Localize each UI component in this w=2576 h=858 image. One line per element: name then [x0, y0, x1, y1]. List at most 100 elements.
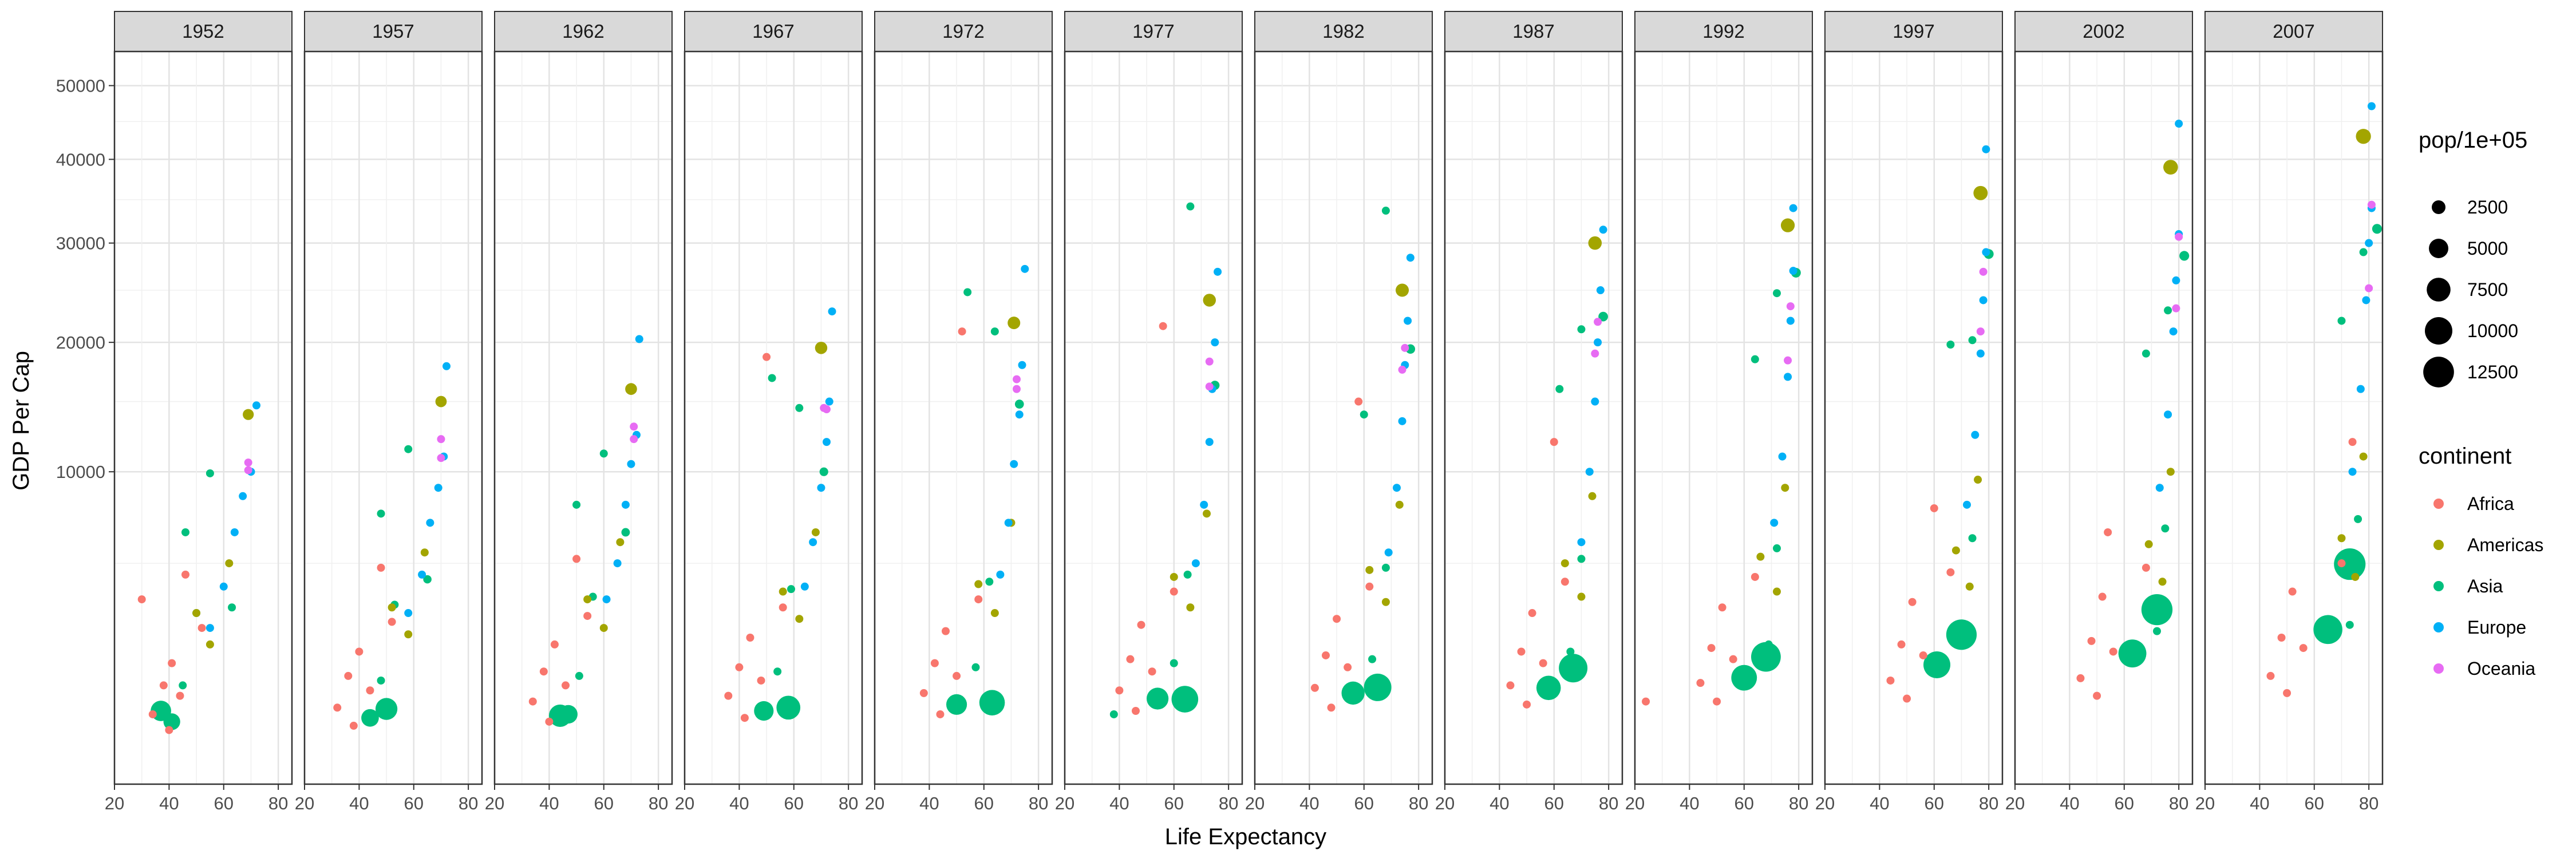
- point-americas: [2144, 540, 2153, 548]
- point-asia: [2354, 515, 2362, 523]
- x-tick-label: 60: [2305, 793, 2324, 813]
- point-oceania: [1976, 327, 1985, 336]
- point-africa: [1919, 651, 1927, 659]
- x-tick-label: 20: [105, 793, 124, 813]
- point-asia: [575, 671, 583, 680]
- point-africa: [1148, 667, 1156, 676]
- facet-strip-label: 1992: [1702, 21, 1744, 42]
- facet-strip-label: 1972: [942, 21, 984, 42]
- point-africa: [2337, 559, 2346, 568]
- point-americas: [2158, 578, 2167, 586]
- color-legend-key-asia: [2433, 581, 2444, 591]
- point-asia: [819, 467, 828, 476]
- facet-panel-1962: 1962 20 40 60 80: [485, 11, 673, 813]
- point-asia: [1147, 687, 1169, 710]
- point-asia: [2345, 620, 2354, 629]
- point-americas: [779, 587, 787, 596]
- point-oceania: [630, 422, 638, 431]
- point-europe: [1963, 500, 1971, 509]
- y-tick-label: 20000: [56, 333, 105, 353]
- point-africa: [583, 612, 592, 620]
- facet-strip: [1444, 11, 1623, 52]
- point-europe: [1214, 267, 1222, 276]
- point-europe: [1191, 559, 1200, 568]
- point-europe: [602, 595, 611, 604]
- facet-strip: [114, 11, 293, 52]
- facet-strip-label: 1977: [1132, 21, 1174, 42]
- point-europe: [418, 570, 426, 579]
- point-asia: [776, 695, 801, 720]
- point-asia: [1968, 336, 1977, 345]
- facet-panel-1967: 1967 20 40 60 80: [675, 11, 863, 813]
- point-europe: [828, 307, 836, 316]
- x-tick-label: 80: [1979, 793, 1998, 813]
- point-africa: [2098, 592, 2107, 601]
- point-europe: [800, 582, 809, 591]
- point-americas: [388, 603, 396, 612]
- panel-background: [685, 52, 862, 784]
- point-africa: [1327, 703, 1336, 712]
- point-asia: [559, 705, 578, 724]
- point-europe: [2362, 296, 2370, 305]
- point-europe: [1594, 338, 1602, 347]
- panel-border: [303, 50, 483, 785]
- point-africa: [2087, 636, 2096, 645]
- x-tick-label: 60: [404, 793, 424, 813]
- point-europe: [825, 397, 833, 406]
- point-europe: [2348, 468, 2357, 476]
- point-asia: [377, 509, 385, 518]
- size-legend-label: 5000: [2467, 238, 2508, 259]
- y-axis: 10000 20000 30000 40000 50000: [56, 76, 114, 482]
- x-tick-label: 60: [974, 793, 994, 813]
- panel-border: [1064, 50, 1243, 785]
- facet-strip-label: 2002: [2083, 21, 2124, 42]
- point-asia: [1341, 681, 1365, 705]
- point-oceania: [630, 435, 638, 444]
- x-tick-label: 80: [2359, 793, 2379, 813]
- point-africa: [2277, 634, 2286, 642]
- point-europe: [1404, 317, 1412, 325]
- point-asia: [2337, 317, 2346, 325]
- point-americas: [420, 548, 429, 557]
- point-asia: [2164, 306, 2172, 315]
- point-asia: [2118, 639, 2147, 668]
- x-tick-label: 40: [539, 793, 559, 813]
- point-africa: [1310, 683, 1319, 692]
- point-europe: [1596, 286, 1605, 295]
- point-africa: [740, 714, 749, 722]
- point-africa: [1132, 707, 1140, 715]
- point-americas: [1203, 509, 1211, 518]
- point-asia: [971, 663, 980, 671]
- point-africa: [168, 659, 176, 667]
- point-asia: [1598, 311, 1608, 322]
- point-africa: [724, 691, 733, 700]
- point-africa: [1707, 644, 1716, 653]
- point-europe: [1971, 430, 1980, 439]
- point-africa: [746, 634, 754, 642]
- point-africa: [2076, 674, 2085, 682]
- point-europe: [1004, 519, 1013, 527]
- x-tick-label: 40: [349, 793, 369, 813]
- point-africa: [159, 681, 168, 690]
- legend: pop/1e+05 continent 2500 5000 7500 10000 125…: [2419, 128, 2543, 679]
- point-africa: [1886, 676, 1895, 685]
- size-legend-label: 12500: [2467, 362, 2518, 382]
- point-europe: [1577, 538, 1586, 547]
- point-africa: [349, 721, 358, 730]
- point-americas: [1008, 317, 1021, 330]
- point-europe: [1979, 296, 1988, 305]
- color-legend-key-oceania: [2433, 663, 2444, 674]
- point-europe: [1211, 338, 1219, 347]
- point-asia: [1751, 642, 1781, 672]
- facet-panel-1982: 1982 20 40 60 80: [1245, 11, 1433, 813]
- color-legend-key-africa: [2433, 499, 2444, 509]
- facet-strip: [874, 11, 1053, 52]
- point-europe: [1982, 248, 1990, 256]
- x-tick-label: 80: [649, 793, 668, 813]
- point-asia: [179, 681, 187, 690]
- point-americas: [1773, 587, 1781, 596]
- point-africa: [953, 671, 961, 680]
- point-asia: [2142, 349, 2150, 358]
- point-africa: [176, 691, 184, 700]
- point-americas: [1203, 294, 1216, 307]
